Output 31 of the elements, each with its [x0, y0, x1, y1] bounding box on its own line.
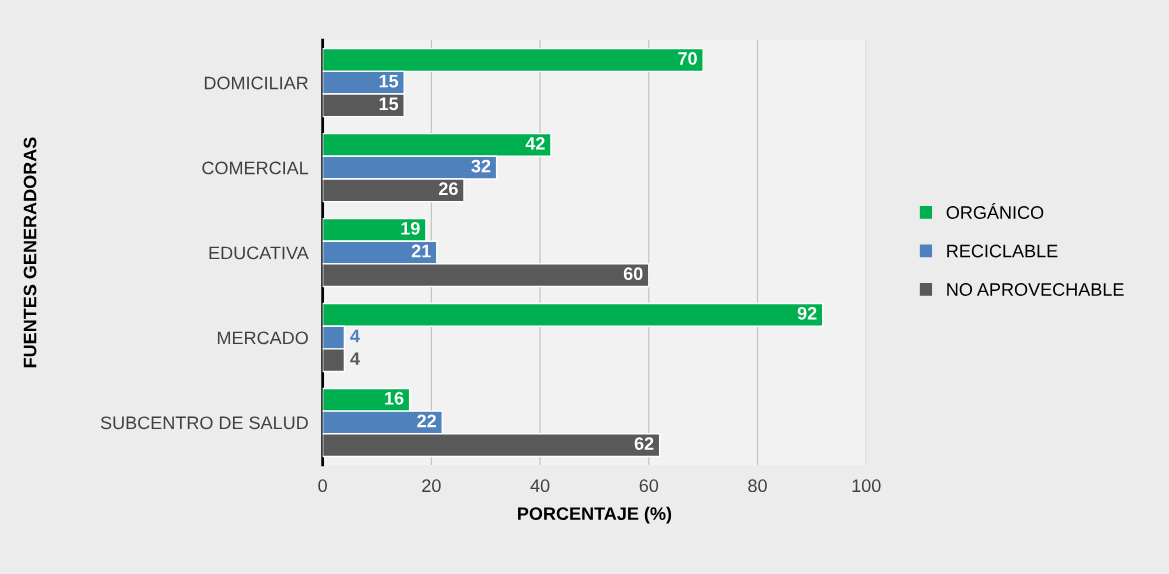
y-tick-label: DOMICILIAR	[204, 76, 308, 90]
y-axis-title: FUENTES GENERADORAS	[23, 137, 37, 368]
x-tick-label: 20	[422, 479, 441, 493]
data-label: 22	[417, 414, 436, 428]
x-tick-label: 80	[748, 479, 767, 493]
data-label: 42	[525, 137, 545, 150]
x-tick-label: 60	[639, 479, 659, 493]
y-tick-label: COMERCIAL	[202, 161, 309, 175]
data-label: 62	[634, 437, 654, 450]
x-tick-label: 40	[530, 479, 550, 493]
legend-label: NO APROVECHABLE	[947, 283, 1124, 296]
data-label: 70	[678, 52, 697, 65]
data-label: 16	[385, 391, 404, 405]
x-tick-label: 100	[852, 479, 881, 493]
data-label: 92	[797, 306, 817, 320]
data-label: 15	[379, 74, 399, 88]
legend-label: ORGÁNICO	[946, 203, 1044, 219]
y-tick-label: SUBCENTRO DE SALUD	[100, 416, 308, 430]
data-label: 15	[379, 97, 399, 111]
x-tick-label: 0	[318, 479, 327, 493]
data-label: 21	[411, 244, 431, 258]
data-label: 19	[401, 221, 420, 235]
data-label: 4	[350, 329, 360, 343]
y-tick-label: EDUCATIVA	[209, 246, 309, 260]
legend-label: RECICLABLE	[947, 244, 1058, 258]
y-tick-label: MERCADO	[217, 331, 308, 345]
data-label: 4	[350, 352, 360, 365]
data-label: 60	[623, 267, 643, 281]
data-label: 26	[438, 182, 458, 196]
x-axis-title: PORCENTAJE (%)	[518, 506, 672, 524]
data-label: 32	[471, 159, 491, 173]
